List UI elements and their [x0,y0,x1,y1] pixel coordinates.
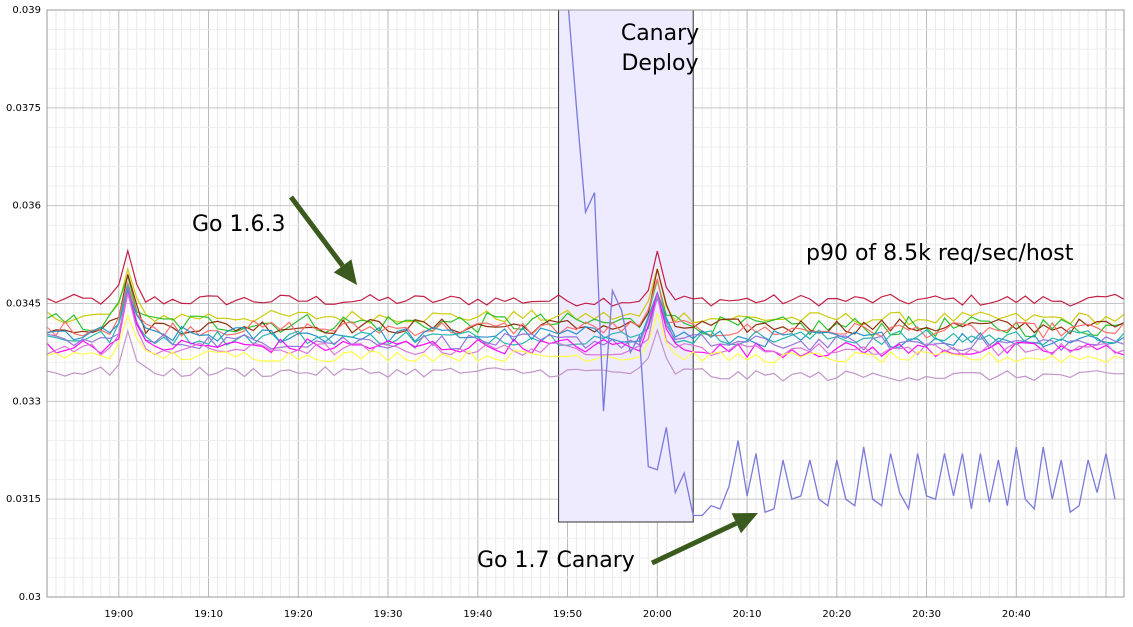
series-line-5 [46,278,1125,340]
y-tick-label: 0.0345 [6,299,41,310]
x-tick-label: 20:20 [822,609,851,620]
canary-deploy-region [558,9,694,523]
x-tick-label: 19:00 [104,609,133,620]
axes: 0.03 0.0315 0.033 0.0345 0.036 0.0375 0.039 19:… [6,5,1125,620]
x-tick-label: 19:40 [463,609,492,620]
series-line-7 [46,284,1125,346]
series-line-2 [46,266,1125,326]
series-line-9 [46,292,1125,359]
x-tick-label: 20:30 [912,609,941,620]
series-line-8 [46,287,1125,352]
go163-label: Go 1.6.3 [192,212,286,237]
series-line-3 [46,273,1125,338]
plot-border [46,9,1125,598]
y-tick-label: 0.0315 [6,494,41,505]
x-tick-label: 19:10 [194,609,223,620]
canary-label-line2: Deploy [621,51,699,76]
x-tick-label: 20:00 [643,609,672,620]
go17-arrow-shaft [650,520,738,566]
y-tick-label: 0.033 [12,396,41,407]
x-tick-label: 20:40 [1002,609,1031,620]
y-tick-label: 0.036 [12,201,41,212]
series-lines [46,10,1125,517]
canary-label-line1: Canary [620,21,700,46]
y-tick-label: 0.03 [19,592,41,603]
canary-deploy-label: Canary Deploy [612,19,708,79]
go163-arrow-head [333,259,357,285]
x-tick-label: 20:10 [733,609,762,620]
x-tick-label: 19:50 [553,609,582,620]
go163-arrow-shaft [289,195,345,268]
canary-deploy-rect [558,9,694,523]
metric-label: p90 of 8.5k req/sec/host [806,241,1074,266]
go17-canary-label: Go 1.7 Canary [477,548,635,573]
y-tick-label: 0.039 [12,5,41,16]
go17-arrow-head [731,513,758,534]
x-tick-label: 19:30 [374,609,403,620]
x-tick-label: 19:20 [284,609,313,620]
canary-series-line [567,10,1116,517]
annotation-arrows [289,195,758,566]
series-line-11 [46,311,1125,364]
y-tick-label: 0.0375 [6,103,41,114]
series-line-1 [46,248,1125,307]
series-line-12 [46,328,1125,382]
